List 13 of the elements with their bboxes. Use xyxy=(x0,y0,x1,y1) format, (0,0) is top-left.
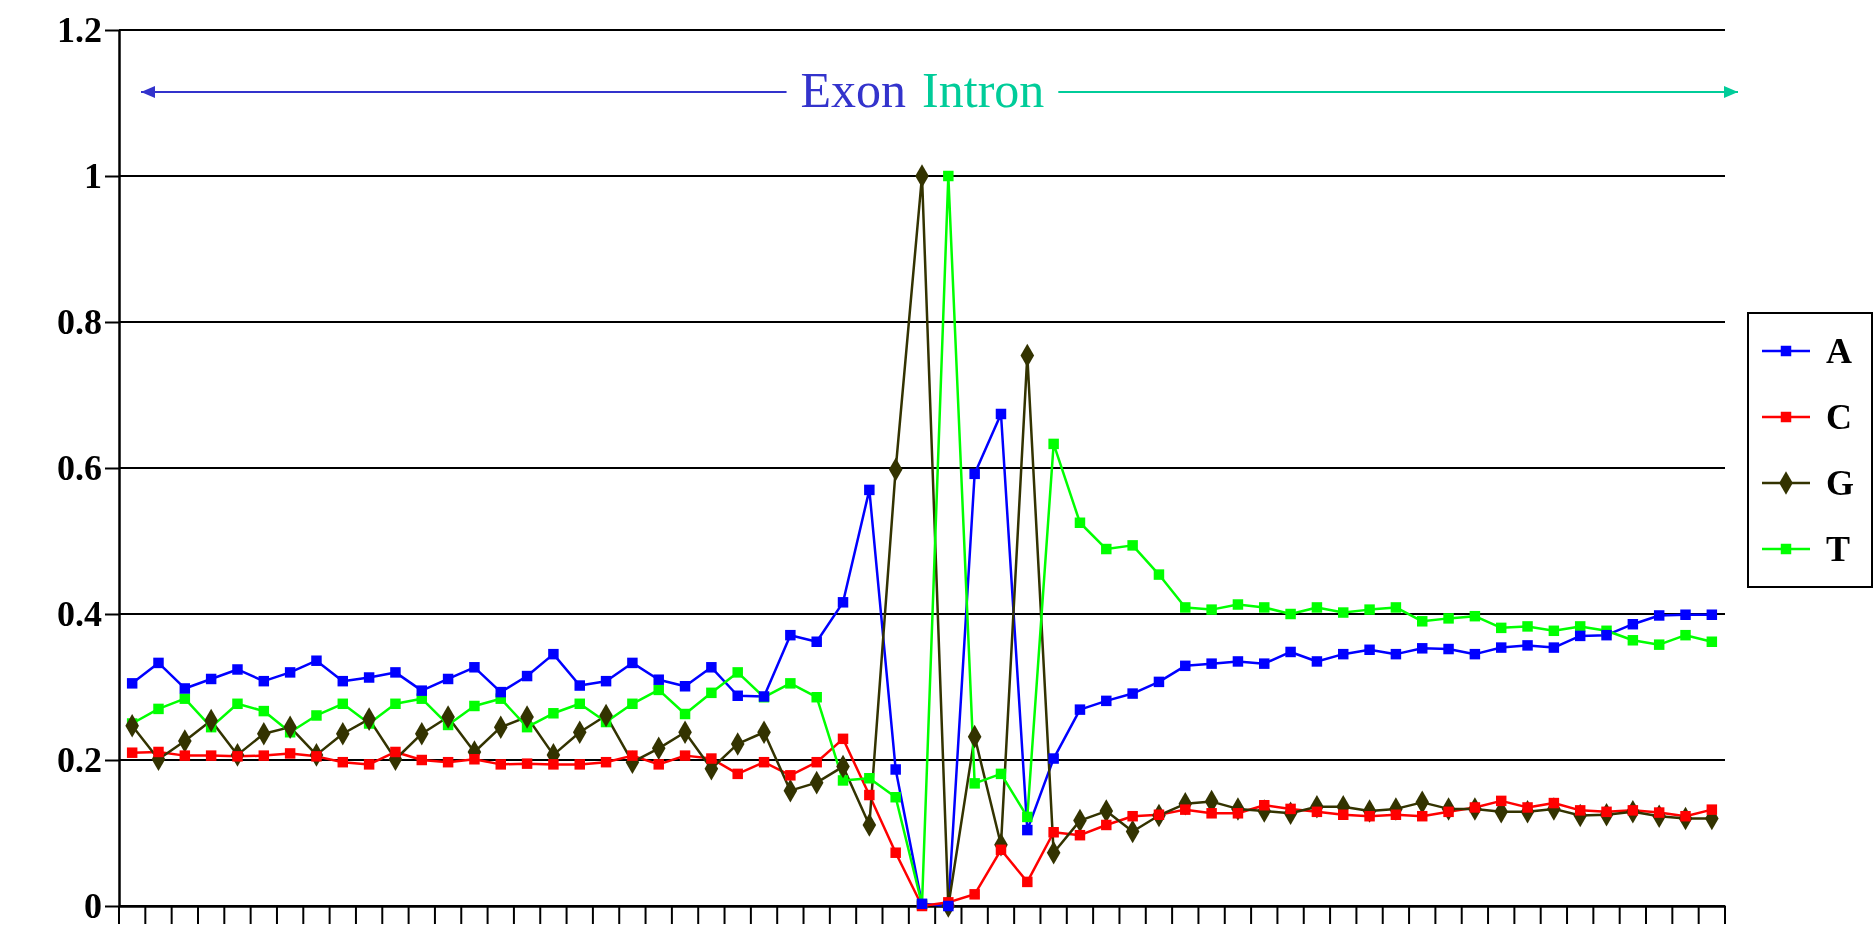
y-tick-label: 0.2 xyxy=(57,740,102,781)
annotation: Exon xyxy=(800,62,907,119)
legend-label: A xyxy=(1826,331,1852,371)
y-tick-label: 1 xyxy=(84,156,102,197)
y-tick-label: 0 xyxy=(84,886,102,927)
y-tick-label: 0.8 xyxy=(57,302,102,343)
legend-label: C xyxy=(1826,397,1852,437)
y-tick-label: 1.2 xyxy=(57,10,102,51)
y-tick-label: 0.4 xyxy=(57,594,102,635)
legend-label: T xyxy=(1826,529,1851,569)
y-tick-label: 0.6 xyxy=(57,448,102,489)
annotation: Intron xyxy=(922,62,1045,119)
legend-label: G xyxy=(1826,463,1855,503)
